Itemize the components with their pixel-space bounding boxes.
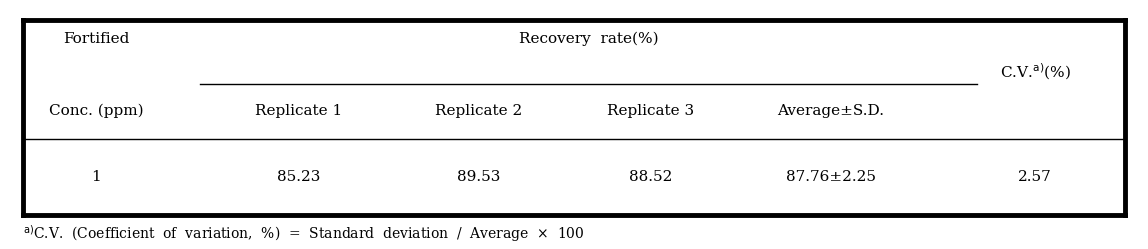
Text: 1: 1 [91, 170, 101, 184]
Text: 2.57: 2.57 [1018, 170, 1052, 184]
Text: Replicate 3: Replicate 3 [607, 104, 695, 118]
Text: C.V.$^{\rm a)}$(%): C.V.$^{\rm a)}$(%) [1000, 62, 1071, 82]
Text: 85.23: 85.23 [277, 170, 320, 184]
Text: Average±S.D.: Average±S.D. [777, 104, 884, 118]
Text: 88.52: 88.52 [629, 170, 673, 184]
Text: Conc. (ppm): Conc. (ppm) [48, 104, 144, 118]
Text: $^{\rm a)}$C.V.  (Coefficient  of  variation,  %)  =  Standard  deviation  /  Av: $^{\rm a)}$C.V. (Coefficient of variatio… [23, 223, 584, 244]
Text: 87.76±2.25: 87.76±2.25 [785, 170, 876, 184]
Text: 89.53: 89.53 [457, 170, 501, 184]
Text: Replicate 2: Replicate 2 [435, 104, 522, 118]
Text: Replicate 1: Replicate 1 [255, 104, 342, 118]
Text: Fortified: Fortified [63, 32, 129, 46]
Text: Recovery  rate(%): Recovery rate(%) [519, 32, 659, 46]
